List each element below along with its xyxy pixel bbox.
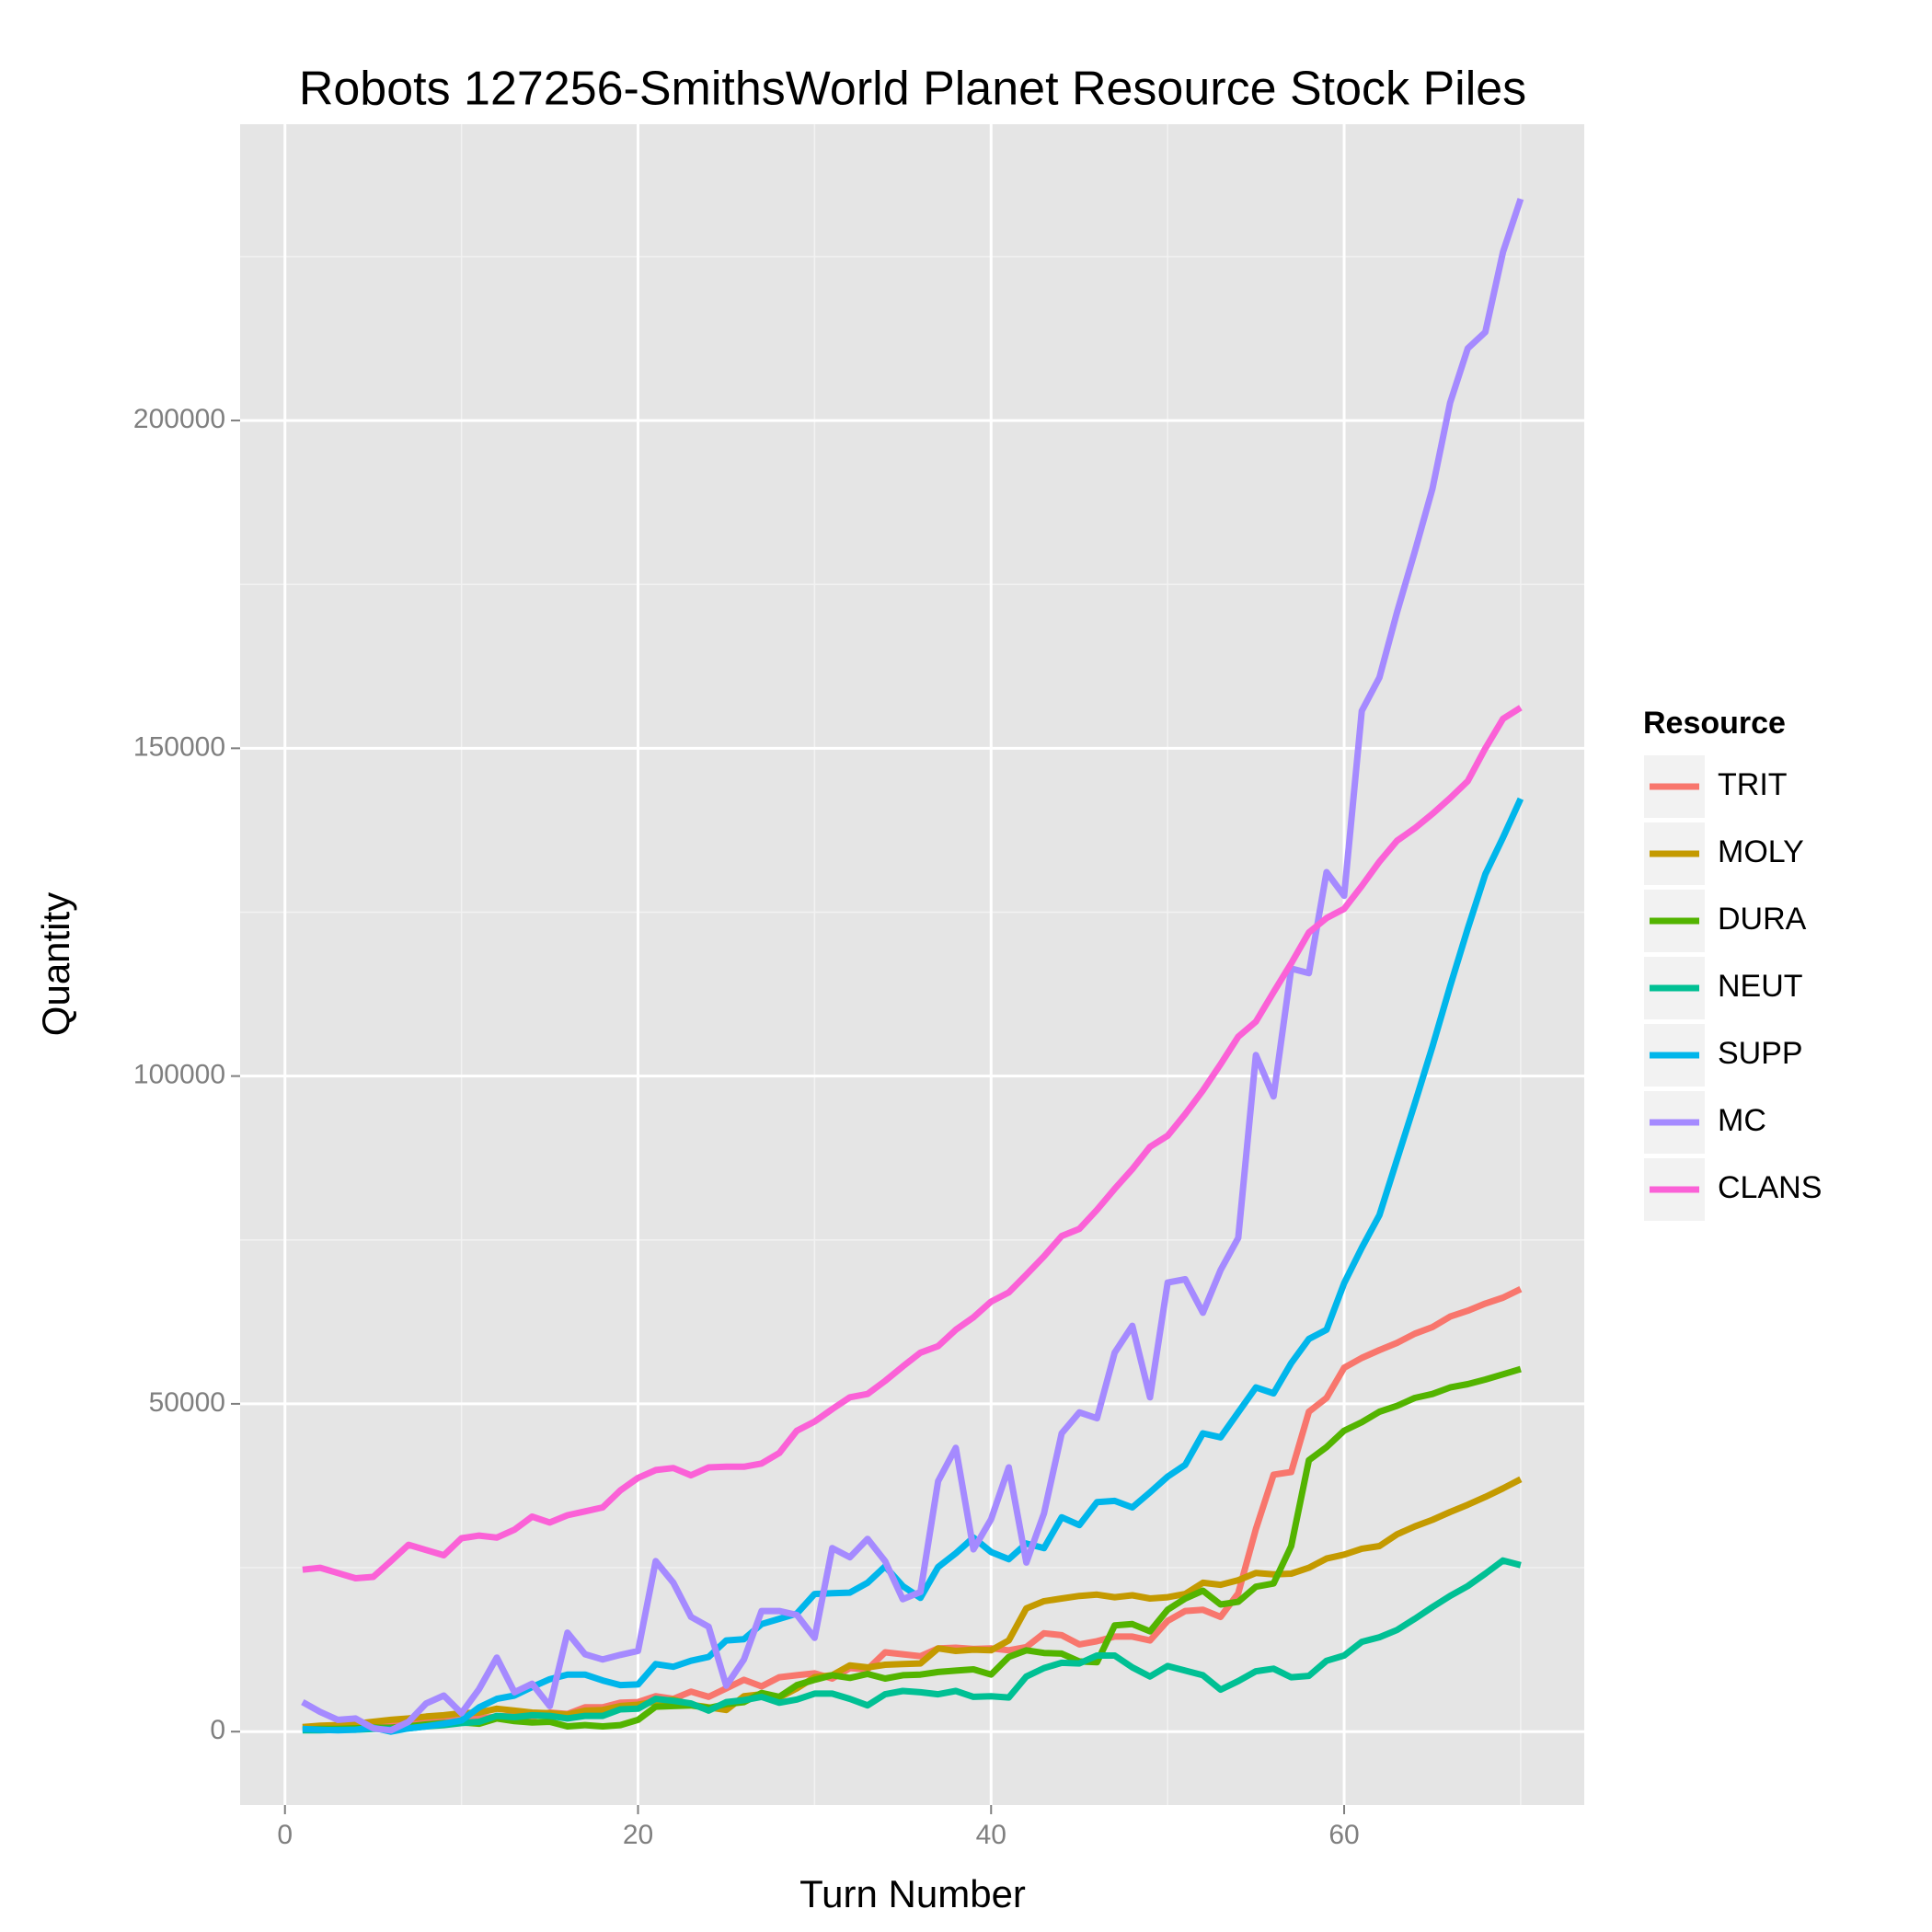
series-line — [302, 1557, 1522, 1734]
x-tick-label: 0 — [277, 1820, 293, 1850]
legend-label: NEUT — [1718, 969, 1803, 1004]
legend-label: DURA — [1718, 902, 1807, 937]
series-line — [302, 1476, 1523, 1731]
legend-label: TRIT — [1718, 767, 1788, 802]
chart-title: Robots 127256-SmithsWorld Planet Resourc… — [299, 63, 1526, 116]
series-line — [302, 797, 1524, 1735]
legend-title: Resource — [1643, 706, 1786, 741]
x-tick-label: 40 — [976, 1820, 1006, 1850]
series-line — [302, 1365, 1522, 1733]
y-tick-label: 200000 — [133, 404, 225, 434]
legend-label: SUPP — [1718, 1036, 1803, 1071]
series-line — [302, 705, 1523, 1581]
y-tick-label: 150000 — [133, 731, 225, 762]
y-axis-title: Quantity — [34, 892, 77, 1036]
x-tick-label: 20 — [623, 1820, 653, 1850]
legend-label: CLANS — [1718, 1170, 1822, 1205]
legend-label: MC — [1718, 1103, 1766, 1138]
y-tick-label: 50000 — [149, 1387, 225, 1418]
panel — [240, 124, 1584, 1805]
x-tick-label: 60 — [1328, 1820, 1359, 1850]
y-tick-label: 0 — [210, 1715, 225, 1745]
y-tick-label: 100000 — [133, 1060, 225, 1090]
x-axis-title: Turn Number — [799, 1872, 1026, 1915]
legend-label: MOLY — [1718, 834, 1804, 869]
